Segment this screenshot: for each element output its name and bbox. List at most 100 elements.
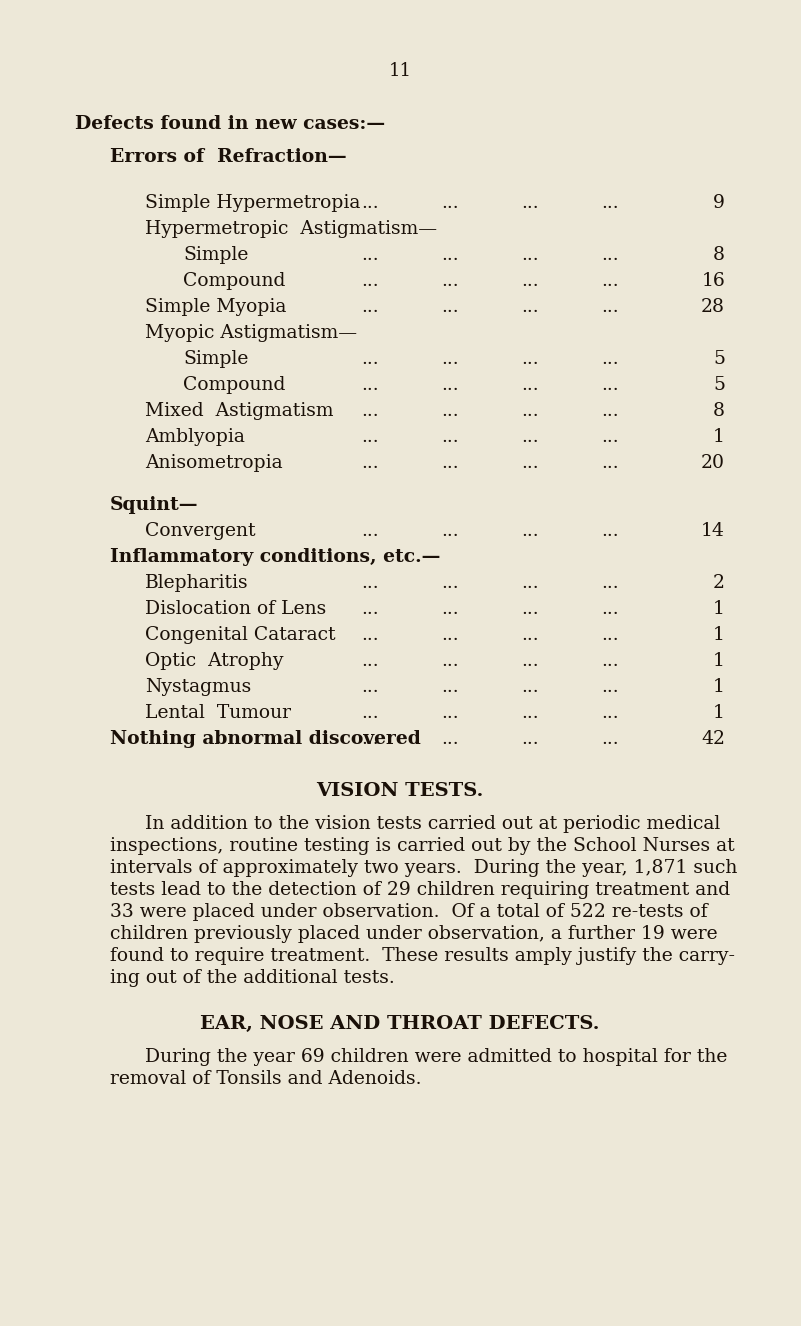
Text: ...: ... [361, 428, 379, 446]
Text: ...: ... [441, 247, 459, 264]
Text: ...: ... [602, 574, 619, 591]
Text: Amblyopia: Amblyopia [145, 428, 245, 446]
Text: ...: ... [361, 272, 379, 290]
Text: ...: ... [361, 731, 379, 748]
Text: 11: 11 [388, 62, 412, 80]
Text: ...: ... [361, 652, 379, 670]
Text: ...: ... [361, 522, 379, 540]
Text: ...: ... [441, 626, 459, 644]
Text: ...: ... [441, 731, 459, 748]
Text: ...: ... [602, 626, 619, 644]
Text: Hypermetropic  Astigmatism—: Hypermetropic Astigmatism— [145, 220, 437, 237]
Text: ...: ... [602, 194, 619, 212]
Text: 14: 14 [701, 522, 725, 540]
Text: Errors of  Refraction—: Errors of Refraction— [110, 149, 347, 166]
Text: ...: ... [602, 453, 619, 472]
Text: 20: 20 [701, 453, 725, 472]
Text: ...: ... [521, 298, 539, 316]
Text: ...: ... [602, 247, 619, 264]
Text: ...: ... [361, 247, 379, 264]
Text: VISION TESTS.: VISION TESTS. [316, 782, 484, 800]
Text: In addition to the vision tests carried out at periodic medical: In addition to the vision tests carried … [145, 815, 720, 833]
Text: ...: ... [441, 678, 459, 696]
Text: 1: 1 [713, 678, 725, 696]
Text: Mixed  Astigmatism: Mixed Astigmatism [145, 402, 333, 420]
Text: ...: ... [602, 428, 619, 446]
Text: 1: 1 [713, 626, 725, 644]
Text: ...: ... [602, 652, 619, 670]
Text: 5: 5 [713, 350, 725, 369]
Text: 33 were placed under observation.  Of a total of 522 re-tests of: 33 were placed under observation. Of a t… [110, 903, 707, 922]
Text: 1: 1 [713, 704, 725, 721]
Text: ...: ... [602, 377, 619, 394]
Text: 1: 1 [713, 428, 725, 446]
Text: 9: 9 [713, 194, 725, 212]
Text: found to require treatment.  These results amply justify the carry-: found to require treatment. These result… [110, 947, 735, 965]
Text: ...: ... [441, 522, 459, 540]
Text: ...: ... [521, 194, 539, 212]
Text: ...: ... [602, 522, 619, 540]
Text: Dislocation of Lens: Dislocation of Lens [145, 599, 326, 618]
Text: ...: ... [521, 574, 539, 591]
Text: Anisometropia: Anisometropia [145, 453, 283, 472]
Text: 8: 8 [713, 247, 725, 264]
Text: ...: ... [602, 402, 619, 420]
Text: ...: ... [361, 704, 379, 721]
Text: ...: ... [521, 272, 539, 290]
Text: ...: ... [361, 350, 379, 369]
Text: ...: ... [521, 247, 539, 264]
Text: ...: ... [441, 453, 459, 472]
Text: ...: ... [361, 599, 379, 618]
Text: ...: ... [441, 574, 459, 591]
Text: ...: ... [521, 522, 539, 540]
Text: ing out of the additional tests.: ing out of the additional tests. [110, 969, 395, 987]
Text: ...: ... [521, 704, 539, 721]
Text: removal of Tonsils and Adenoids.: removal of Tonsils and Adenoids. [110, 1070, 421, 1089]
Text: 42: 42 [701, 731, 725, 748]
Text: 28: 28 [701, 298, 725, 316]
Text: ...: ... [602, 272, 619, 290]
Text: ...: ... [521, 453, 539, 472]
Text: ...: ... [361, 574, 379, 591]
Text: ...: ... [521, 731, 539, 748]
Text: ...: ... [361, 453, 379, 472]
Text: Simple Myopia: Simple Myopia [145, 298, 287, 316]
Text: Defects found in new cases:—: Defects found in new cases:— [75, 115, 385, 133]
Text: ...: ... [441, 272, 459, 290]
Text: 5: 5 [713, 377, 725, 394]
Text: ...: ... [441, 599, 459, 618]
Text: 16: 16 [701, 272, 725, 290]
Text: ...: ... [441, 704, 459, 721]
Text: ...: ... [521, 599, 539, 618]
Text: Compound: Compound [183, 377, 285, 394]
Text: Convergent: Convergent [145, 522, 256, 540]
Text: 1: 1 [713, 652, 725, 670]
Text: ...: ... [602, 599, 619, 618]
Text: Nothing abnormal discovered: Nothing abnormal discovered [110, 731, 421, 748]
Text: ...: ... [441, 402, 459, 420]
Text: ...: ... [521, 626, 539, 644]
Text: ...: ... [521, 678, 539, 696]
Text: EAR, NOSE AND THROAT DEFECTS.: EAR, NOSE AND THROAT DEFECTS. [200, 1014, 600, 1033]
Text: Inflammatory conditions, etc.—: Inflammatory conditions, etc.— [110, 548, 441, 566]
Text: tests lead to the detection of 29 children requiring treatment and: tests lead to the detection of 29 childr… [110, 880, 731, 899]
Text: 2: 2 [713, 574, 725, 591]
Text: ...: ... [361, 402, 379, 420]
Text: Optic  Atrophy: Optic Atrophy [145, 652, 284, 670]
Text: Squint—: Squint— [110, 496, 199, 514]
Text: ...: ... [441, 652, 459, 670]
Text: ...: ... [602, 678, 619, 696]
Text: ...: ... [361, 298, 379, 316]
Text: Simple: Simple [183, 350, 248, 369]
Text: ...: ... [602, 731, 619, 748]
Text: Compound: Compound [183, 272, 285, 290]
Text: ...: ... [521, 350, 539, 369]
Text: Myopic Astigmatism—: Myopic Astigmatism— [145, 324, 357, 342]
Text: ...: ... [521, 652, 539, 670]
Text: ...: ... [361, 626, 379, 644]
Text: ...: ... [441, 194, 459, 212]
Text: 8: 8 [713, 402, 725, 420]
Text: Nystagmus: Nystagmus [145, 678, 252, 696]
Text: ...: ... [441, 350, 459, 369]
Text: ...: ... [441, 428, 459, 446]
